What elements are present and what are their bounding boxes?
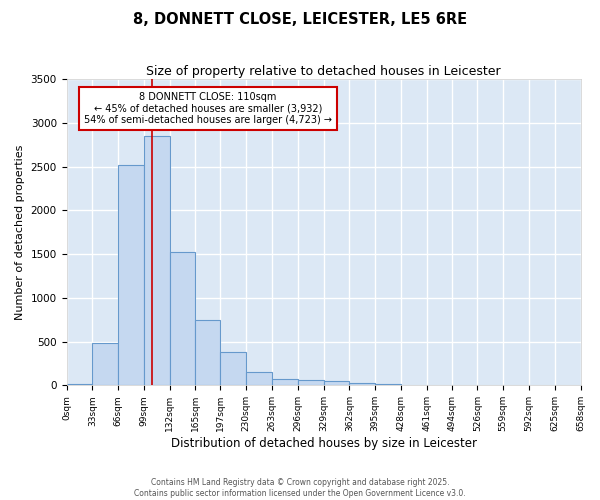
Bar (144, 136, 170, 386)
Bar (92, 344, 118, 386)
Bar (272, 379, 298, 386)
Text: Contains HM Land Registry data © Crown copyright and database right 2025.
Contai: Contains HM Land Registry data © Crown c… (134, 478, 466, 498)
Bar (246, 372, 272, 386)
Bar (170, 252, 196, 386)
Title: Size of property relative to detached houses in Leicester: Size of property relative to detached ho… (146, 65, 501, 78)
Y-axis label: Number of detached properties: Number of detached properties (15, 144, 25, 320)
Bar (298, 380, 323, 386)
X-axis label: Distribution of detached houses by size in Leicester: Distribution of detached houses by size … (170, 437, 476, 450)
Bar (118, 165, 144, 386)
Text: 8, DONNETT CLOSE, LEICESTER, LE5 6RE: 8, DONNETT CLOSE, LEICESTER, LE5 6RE (133, 12, 467, 28)
Bar (349, 382, 375, 386)
Bar (323, 381, 349, 386)
Bar (375, 384, 401, 386)
Bar (196, 320, 220, 386)
Bar (67, 384, 92, 386)
Bar (220, 352, 246, 386)
Text: 8 DONNETT CLOSE: 110sqm
← 45% of detached houses are smaller (3,932)
54% of semi: 8 DONNETT CLOSE: 110sqm ← 45% of detache… (84, 92, 332, 126)
